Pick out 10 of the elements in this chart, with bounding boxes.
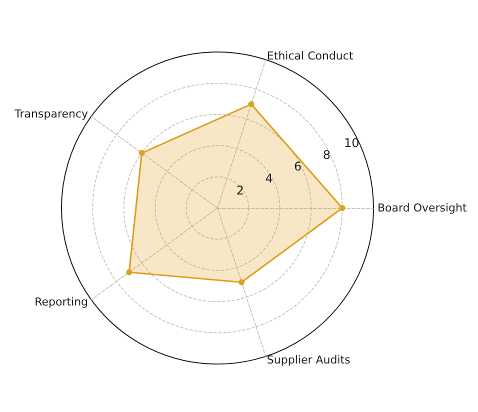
spoke-label: Board Oversight [377, 202, 468, 215]
y-tick-label: 4 [265, 172, 273, 186]
y-tick-label: 10 [344, 136, 360, 150]
spoke-label: Transparency [14, 108, 89, 121]
y-tick-label: 2 [236, 184, 244, 198]
spoke-label: Supplier Audits [266, 354, 351, 367]
spoke-label: Reporting [34, 296, 88, 309]
y-tick-label: 6 [294, 160, 302, 174]
spoke-label: Ethical Conduct [266, 49, 354, 62]
y-tick-label: 8 [322, 148, 330, 162]
